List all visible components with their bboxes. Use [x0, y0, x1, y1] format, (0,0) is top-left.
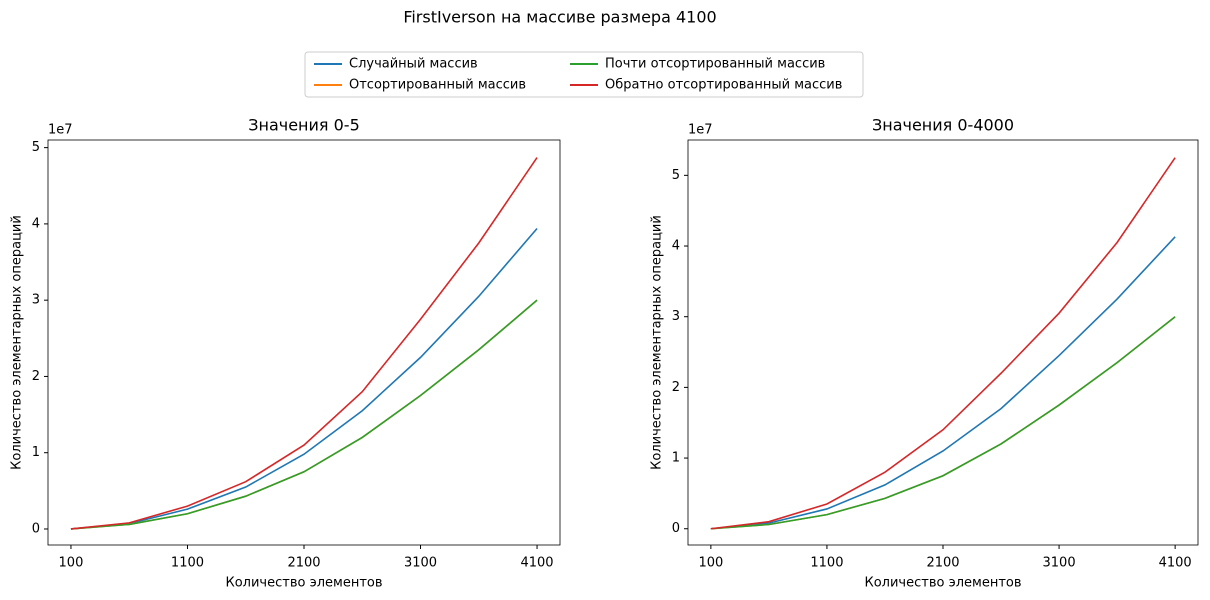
y-axis-label: Количество элементарных операций — [650, 215, 665, 470]
x-tick-label: 4100 — [520, 556, 553, 571]
x-tick-label: 2100 — [926, 556, 959, 571]
series-line — [70, 227, 538, 530]
axes-frame — [47, 139, 561, 546]
series-line — [70, 299, 538, 530]
x-tick-label: 3100 — [1043, 556, 1076, 571]
legend-label: Обратно отсортированный массив — [605, 78, 842, 93]
y-tick-label: 2 — [672, 380, 680, 395]
y-tick-label: 4 — [672, 239, 680, 254]
series-line — [70, 299, 538, 530]
x-tick-label: 1100 — [171, 556, 204, 571]
y-tick-label: 4 — [32, 216, 40, 231]
x-axis-label: Количество элементов — [225, 576, 382, 591]
y-tick-label: 5 — [672, 168, 680, 183]
offset-label: 1e7 — [688, 123, 713, 138]
axes-title: Значения 0-5 — [248, 116, 360, 135]
series-line — [70, 157, 538, 530]
x-tick-label: 3100 — [404, 556, 437, 571]
y-tick-label: 1 — [672, 451, 680, 466]
x-tick-label: 2100 — [287, 556, 320, 571]
series-line — [710, 157, 1176, 530]
y-tick-label: 1 — [32, 445, 40, 460]
y-tick-label: 3 — [32, 293, 40, 308]
x-tick-label: 1100 — [810, 556, 843, 571]
legend-label: Случайный массив — [349, 57, 478, 72]
legend-box — [304, 51, 864, 98]
y-tick-label: 5 — [32, 140, 40, 155]
series-line — [710, 316, 1176, 530]
y-tick-label: 3 — [672, 309, 680, 324]
series-line — [710, 236, 1176, 530]
y-tick-label: 2 — [32, 369, 40, 384]
series-line — [710, 316, 1176, 530]
x-axis-label: Количество элементов — [864, 576, 1021, 591]
figure-title: FirstIverson на массиве размера 4100 — [403, 8, 716, 27]
legend-label: Отсортированный массив — [349, 78, 526, 93]
axes-title: Значения 0-4000 — [872, 116, 1014, 135]
x-tick-label: 4100 — [1159, 556, 1192, 571]
offset-label: 1e7 — [48, 123, 73, 138]
x-tick-label: 100 — [59, 556, 84, 571]
y-tick-label: 0 — [672, 521, 680, 536]
y-axis-label: Количество элементарных операций — [10, 215, 25, 470]
x-tick-label: 100 — [698, 556, 723, 571]
legend-label: Почти отсортированный массив — [605, 57, 825, 72]
axes-frame — [687, 139, 1199, 546]
y-tick-label: 0 — [32, 521, 40, 536]
